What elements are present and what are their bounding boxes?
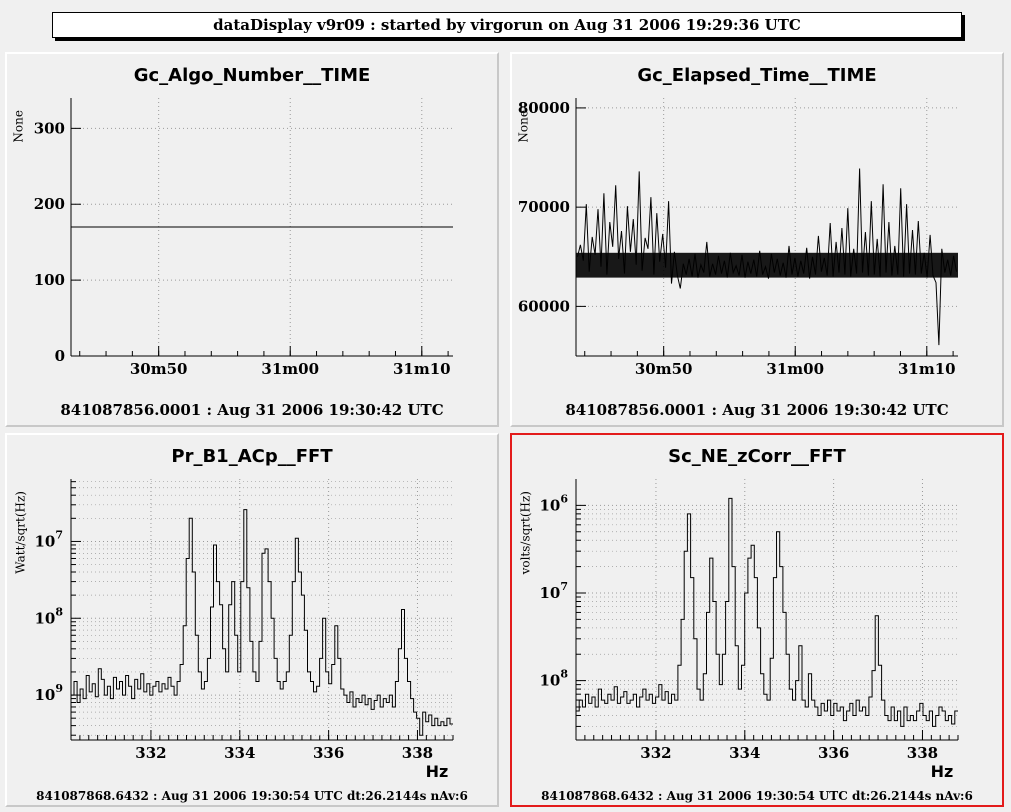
x-tick-label: 332: [640, 744, 671, 762]
y-tick-base: 10: [539, 496, 560, 514]
x-tick-label: 30m50: [130, 360, 188, 378]
x-tick-label: 31m10: [393, 360, 451, 378]
x-tick-label: 30m50: [635, 360, 693, 378]
chart-footer: 841087868.6432 : Aug 31 2006 19:30:54 UT…: [36, 789, 468, 803]
pad-gc-elapsed-time[interactable]: Gc_Elapsed_Time__TIME 30m50 31m00 31m10 6000…: [510, 52, 1004, 427]
chart-title: Sc_NE_zCorr__FFT: [668, 446, 846, 467]
x-axis-label: Hz: [426, 762, 449, 781]
y-tick-label: 106: [539, 492, 568, 514]
chart-footer: 841087856.0001 : Aug 31 2006 19:30:42 UT…: [565, 401, 948, 419]
y-tick-exponent: 7: [560, 580, 568, 593]
plot-area: [576, 98, 958, 356]
chart-gc-elapsed-time[interactable]: Gc_Elapsed_Time__TIME 30m50 31m00 31m10 6000…: [512, 54, 1002, 425]
x-tick-label: 31m00: [261, 360, 319, 378]
y-tick-label: 108: [34, 605, 63, 627]
display-title: dataDisplay v9r09 : started by virgorun …: [52, 12, 962, 38]
x-tick-label: 334: [729, 744, 760, 762]
y-tick-base: 10: [34, 686, 55, 704]
series-line: [577, 168, 957, 346]
y-tick-label: 60000: [518, 297, 570, 315]
x-tick-label: 336: [818, 744, 849, 762]
y-tick-label: 70000: [518, 198, 570, 216]
chart-title: Gc_Elapsed_Time__TIME: [637, 65, 876, 86]
y-tick-label: 300: [34, 119, 65, 137]
y-tick-label: 108: [539, 668, 568, 690]
chart-gc-algo-number[interactable]: Gc_Algo_Number__TIME 30m50 31m00 31m10 0 100 2…: [7, 54, 497, 425]
y-tick-exponent: 6: [560, 492, 568, 505]
y-tick-base: 10: [34, 609, 55, 627]
y-tick-label: 200: [34, 195, 65, 213]
y-tick-label: 109: [34, 682, 63, 704]
y-tick-exponent: 7: [55, 528, 63, 541]
chart-title: Pr_B1_ACp__FFT: [171, 446, 333, 467]
series-line: [71, 509, 453, 736]
chart-footer: 841087856.0001 : Aug 31 2006 19:30:42 UT…: [60, 401, 443, 419]
y-tick-label: 0: [55, 347, 65, 365]
y-axis-label: None: [12, 110, 26, 143]
plot-area: [576, 479, 958, 740]
y-tick-exponent: 8: [560, 668, 568, 681]
x-tick-label: 31m00: [766, 360, 824, 378]
y-tick-label: 107: [539, 580, 568, 602]
chart-footer: 841087868.6432 : Aug 31 2006 19:30:54 UT…: [541, 789, 973, 803]
y-tick-base: 10: [539, 584, 560, 602]
x-tick-label: 332: [135, 744, 166, 762]
x-tick-label: 336: [313, 744, 344, 762]
pad-sc-ne-zcorr-fft[interactable]: Sc_NE_zCorr__FFT 332 334 336 338 108 107 106 vol…: [510, 433, 1004, 807]
pad-pr-b1-acp-fft[interactable]: Pr_B1_ACp__FFT 332 334 336 338 109 108 107 Watt/…: [5, 433, 499, 807]
y-tick-base: 10: [34, 532, 55, 550]
y-tick-exponent: 8: [55, 605, 63, 618]
x-axis-label: Hz: [931, 762, 954, 781]
y-tick-label: 100: [34, 271, 65, 289]
x-tick-label: 338: [907, 744, 938, 762]
x-tick-label: 334: [224, 744, 255, 762]
pad-gc-algo-number[interactable]: Gc_Algo_Number__TIME 30m50 31m00 31m10 0 100 2…: [5, 52, 499, 427]
y-tick-label: 80000: [518, 99, 570, 117]
x-tick-label: 338: [402, 744, 433, 762]
series-line: [576, 497, 958, 727]
y-tick-label: 107: [34, 528, 63, 550]
y-tick-exponent: 9: [55, 682, 63, 695]
y-tick-base: 10: [539, 672, 560, 690]
y-axis-label: None: [517, 110, 531, 143]
y-axis-label: Watt/sqrt(Hz): [14, 491, 28, 574]
x-tick-label: 31m10: [898, 360, 956, 378]
chart-title: Gc_Algo_Number__TIME: [134, 65, 371, 86]
y-axis-label: volts/sqrt(Hz): [519, 491, 533, 575]
